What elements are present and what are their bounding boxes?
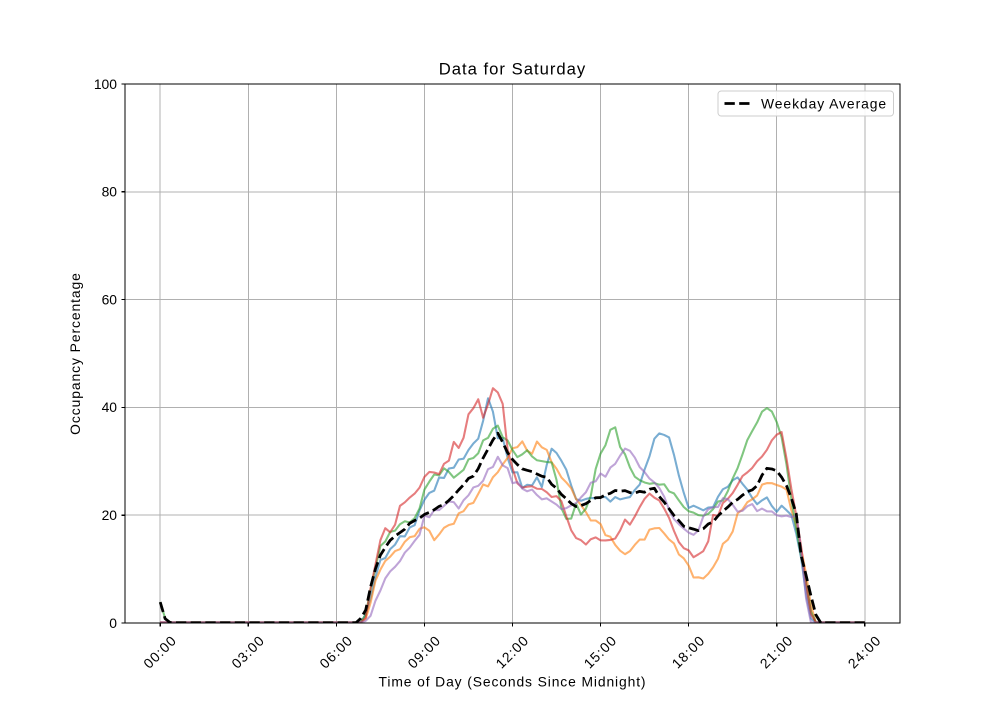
svg-text:Weekday Average: Weekday Average (761, 95, 887, 111)
svg-text:Time of Day (Seconds Since Mid: Time of Day (Seconds Since Midnight) (379, 674, 647, 690)
svg-text:Data for Saturday: Data for Saturday (439, 60, 587, 79)
svg-text:60: 60 (102, 291, 118, 307)
svg-text:20: 20 (102, 507, 118, 523)
svg-text:0: 0 (109, 615, 117, 631)
svg-text:80: 80 (102, 184, 118, 200)
svg-text:40: 40 (102, 399, 118, 415)
svg-text:Occupancy Percentage: Occupancy Percentage (67, 272, 83, 435)
svg-text:100: 100 (94, 76, 117, 92)
